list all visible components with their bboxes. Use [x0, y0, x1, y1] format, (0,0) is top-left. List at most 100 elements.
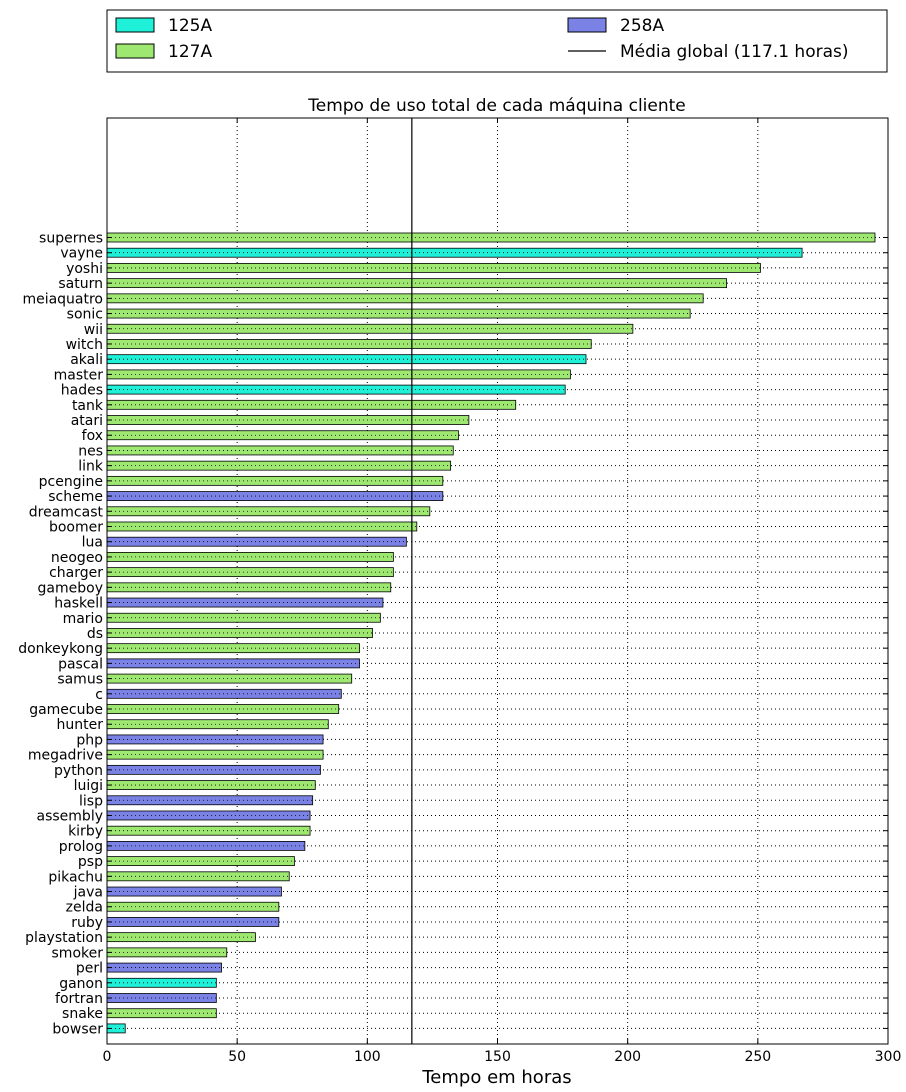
y-tick-label-samus: samus: [57, 672, 103, 688]
legend-label: 258A: [620, 16, 664, 36]
y-tick-label-pcengine: pcengine: [39, 474, 103, 490]
chart-title: Tempo de uso total de cada máquina clien…: [307, 96, 686, 116]
y-tick-label-yoshi: yoshi: [66, 261, 103, 277]
legend-label: Média global (117.1 horas): [620, 42, 849, 62]
y-tick-label-ds: ds: [87, 626, 103, 642]
y-tick-label-tank: tank: [72, 398, 104, 414]
y-tick-label-donkeykong: donkeykong: [18, 641, 103, 657]
bar-lisp: [106, 795, 314, 806]
y-tick-label-charger: charger: [49, 565, 103, 581]
bar-pikachu: [106, 871, 290, 882]
bar-wii: [106, 323, 634, 334]
y-tick-label-lisp: lisp: [79, 793, 103, 809]
y-tick-label-python: python: [54, 763, 103, 779]
y-tick-label-php: php: [76, 732, 103, 748]
y-tick-label-boomer: boomer: [49, 519, 103, 535]
y-tick-label-sonic: sonic: [67, 307, 103, 323]
bar-zelda: [106, 901, 280, 912]
x-tick-label: 200: [614, 1049, 641, 1065]
bar-neogeo: [106, 552, 394, 562]
bar-pascal: [106, 658, 360, 669]
y-tick-label-kirby: kirby: [68, 824, 103, 840]
y-tick-label-supernes: supernes: [39, 231, 103, 247]
legend: 125A 127A 258A Média global (117.1 horas): [106, 9, 888, 73]
y-tick-label-haskell: haskell: [54, 596, 103, 612]
x-tick-label: 0: [103, 1049, 112, 1065]
y-tick-label-hunter: hunter: [57, 717, 104, 733]
y-tick-label-link: link: [78, 459, 104, 475]
bar-sonic: [106, 308, 691, 319]
bars-group: [106, 232, 876, 1034]
bar-scheme: [106, 491, 444, 501]
y-tick-label-akali: akali: [70, 352, 103, 368]
legend-swatch-127A: [115, 43, 155, 59]
y-tick-label-meiaquatro: meiaquatro: [22, 291, 103, 307]
x-axis-ticks: 0 50 100 150 200 250 300: [103, 118, 902, 1065]
y-tick-label-playstation: playstation: [25, 930, 103, 946]
bar-gameboy: [106, 582, 392, 593]
bar-master: [106, 369, 571, 380]
bar-smoker: [106, 947, 228, 958]
bar-pcengine: [106, 475, 444, 486]
y-tick-label-hades: hades: [61, 383, 103, 399]
bar-meiaquatro: [106, 293, 704, 304]
y-tick-label-zelda: zelda: [66, 900, 103, 916]
y-tick-label-snake: snake: [62, 1006, 103, 1022]
bar-ruby: [106, 917, 280, 927]
x-axis-label: Tempo em horas: [421, 1067, 571, 1088]
legend-swatch-258A: [567, 17, 607, 33]
bar-nes: [106, 445, 454, 456]
y-tick-label-smoker: smoker: [52, 945, 104, 961]
y-tick-label-java: java: [73, 885, 103, 901]
legend-label: 125A: [168, 16, 212, 36]
y-tick-label-assembly: assembly: [37, 808, 103, 824]
y-tick-label-lua: lua: [82, 535, 103, 551]
y-tick-label-psp: psp: [78, 854, 103, 870]
bar-donkeykong: [106, 643, 360, 654]
y-tick-label-luigi: luigi: [74, 778, 103, 794]
y-tick-label-dreamcast: dreamcast: [29, 504, 104, 520]
y-tick-label-fox: fox: [82, 428, 103, 444]
y-tick-label-master: master: [54, 367, 104, 383]
x-tick-label: 150: [484, 1049, 511, 1065]
x-tick-label: 50: [228, 1049, 246, 1065]
y-tick-label-perl: perl: [76, 961, 103, 977]
legend-swatch-125A: [115, 17, 155, 33]
y-tick-label-ruby: ruby: [71, 915, 103, 931]
y-tick-label-fortran: fortran: [55, 991, 103, 1007]
y-tick-label-wii: wii: [84, 322, 103, 338]
legend-label: 127A: [168, 42, 212, 62]
bar-playstation: [106, 932, 256, 943]
bar-akali: [106, 354, 587, 365]
y-tick-label-neogeo: neogeo: [51, 550, 103, 566]
bar-charger: [106, 567, 394, 578]
y-tick-label-pascal: pascal: [58, 656, 103, 672]
x-tick-label: 250: [744, 1049, 771, 1065]
y-tick-label-scheme: scheme: [48, 489, 103, 505]
bar-c: [106, 688, 342, 699]
y-tick-label-prolog: prolog: [59, 839, 103, 855]
y-tick-label-c: c: [95, 687, 103, 703]
bar-yoshi: [106, 263, 761, 273]
bar-boomer: [106, 521, 418, 532]
y-tick-label-gamecube: gamecube: [29, 702, 103, 718]
bar-perl: [106, 962, 222, 973]
bar-haskell: [106, 597, 384, 608]
y-tick-label-ganon: ganon: [59, 976, 103, 992]
y-tick-label-pikachu: pikachu: [48, 869, 103, 885]
legend-frame: [106, 9, 888, 73]
x-tick-label: 300: [875, 1049, 902, 1065]
y-tick-label-mario: mario: [63, 611, 103, 627]
y-tick-label-nes: nes: [78, 443, 103, 459]
y-tick-label-bowser: bowser: [52, 1021, 103, 1037]
y-tick-label-atari: atari: [71, 413, 103, 429]
y-tick-label-witch: witch: [66, 337, 103, 353]
y-axis-ticks: supernesvayneyoshisaturnmeiaquatrosonicw…: [18, 231, 888, 1037]
y-tick-label-megadrive: megadrive: [28, 748, 103, 764]
y-tick-label-saturn: saturn: [58, 276, 103, 292]
x-tick-label: 100: [354, 1049, 381, 1065]
y-tick-label-gameboy: gameboy: [38, 580, 103, 596]
y-tick-label-vayne: vayne: [60, 246, 103, 262]
